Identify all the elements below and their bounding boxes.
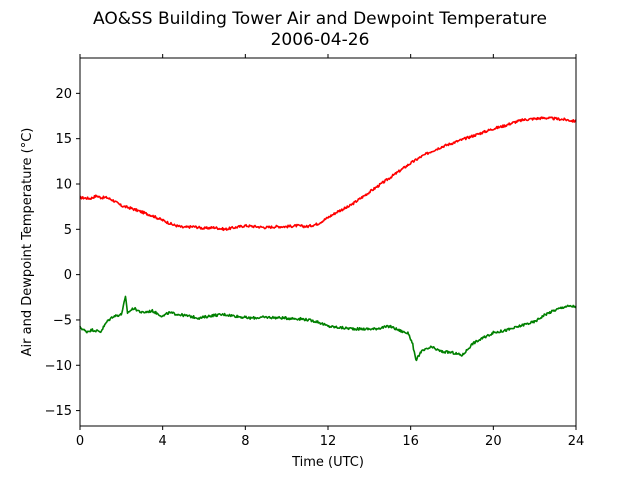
y-tick-label: −5 [53,313,72,328]
y-tick-label: −10 [45,359,72,374]
y-tick-label: 20 [55,87,72,102]
chart-title: AO&SS Building Tower Air and Dewpoint Te… [93,9,547,29]
y-tick-label: 15 [55,132,72,147]
x-tick-label: 0 [76,434,84,449]
x-axis-label: Time (UTC) [291,455,364,470]
plot-frame [79,57,577,427]
y-axis-label: Air and Dewpoint Temperature (°C) [20,128,35,357]
series-layer [79,116,577,362]
y-tick-label: 5 [64,223,72,238]
x-tick-label: 24 [568,434,585,449]
y-axis: −15 −10 −5 0 5 10 15 20 [45,87,80,419]
x-tick-label: 16 [402,434,419,449]
chart-subtitle: 2006-04-26 [271,30,370,50]
y-tick-label: 0 [64,268,72,283]
y-tick-label: −15 [45,404,72,419]
series-line-1 [79,116,577,232]
series-line-2 [79,295,577,362]
x-tick-label: 4 [159,434,167,449]
x-tick-label: 20 [485,434,502,449]
x-tick-label: 8 [241,434,249,449]
x-axis: 0 4 8 12 16 20 24 [76,54,584,449]
x-tick-label: 12 [320,434,337,449]
y-tick-label: 10 [55,177,72,192]
